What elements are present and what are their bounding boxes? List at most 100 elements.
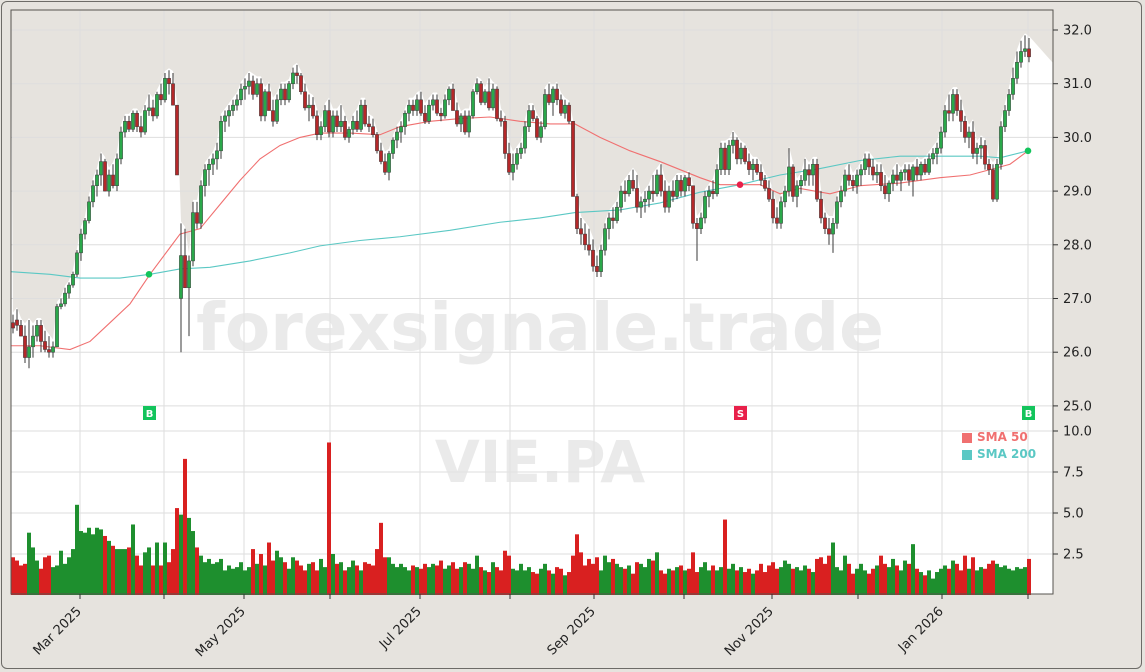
candle: [483, 89, 487, 106]
candle: [1019, 40, 1023, 68]
candle: [515, 148, 519, 170]
volume-bar: [55, 565, 59, 595]
volume-bar: [787, 563, 791, 595]
date-tick-label: Jul 2025: [376, 604, 425, 653]
candle: [967, 126, 971, 149]
volume-bar: [227, 565, 231, 595]
candle: [839, 185, 843, 208]
volume-bar: [51, 567, 55, 595]
candle: [803, 158, 807, 186]
candle: [559, 94, 563, 116]
candle: [1007, 89, 1011, 116]
candle: [43, 330, 47, 353]
candle: [1003, 105, 1007, 133]
volume-bars: [11, 442, 1031, 595]
candle: [655, 169, 659, 197]
volume-bar: [175, 508, 179, 595]
date-tick-label: Nov 2025: [722, 604, 777, 659]
volume-bar: [567, 572, 571, 595]
volume-bar: [307, 563, 311, 595]
volume-bar: [475, 555, 479, 595]
candle: [207, 158, 211, 186]
volume-bar: [159, 565, 163, 595]
volume-bar: [251, 549, 255, 595]
volume-bar: [683, 570, 687, 595]
volume-bar: [607, 562, 611, 595]
candle: [651, 174, 655, 202]
volume-bar: [875, 565, 879, 595]
volume-bar: [819, 557, 823, 595]
volume-bar: [755, 570, 759, 595]
candle: [935, 142, 939, 165]
candle: [667, 185, 671, 213]
volume-bar: [163, 542, 167, 595]
candle: [135, 110, 139, 133]
candle: [687, 172, 691, 192]
candle: [459, 113, 463, 133]
candle: [847, 164, 851, 186]
candle: [19, 319, 23, 337]
volume-bar: [199, 555, 203, 595]
volume-bar: [835, 567, 839, 595]
candle: [723, 142, 727, 175]
sma50-swatch: [962, 432, 972, 443]
price-tick-label: 25.0: [1063, 399, 1092, 414]
volume-bar: [171, 549, 175, 595]
volume-bar: [27, 532, 31, 595]
volume-bar: [663, 573, 667, 595]
candle: [955, 89, 959, 116]
price-candles: [11, 35, 1031, 369]
candle: [319, 121, 323, 141]
volume-bar: [579, 552, 583, 595]
volume-bar: [399, 563, 403, 595]
candle: [239, 83, 243, 106]
volume-bar: [823, 563, 827, 595]
candle: [939, 126, 943, 154]
candle: [67, 282, 71, 299]
candle: [907, 164, 911, 186]
volume-bar: [443, 568, 447, 595]
candle: [843, 169, 847, 197]
volume-bar: [335, 563, 339, 595]
candle: [99, 153, 103, 186]
candle: [71, 271, 75, 288]
candle: [927, 153, 931, 175]
candle: [699, 212, 703, 235]
volume-bar: [495, 567, 499, 595]
candle: [823, 212, 827, 235]
candle: [875, 164, 879, 184]
candle: [419, 91, 423, 116]
volume-bar: [407, 570, 411, 595]
candle: [439, 107, 443, 122]
volume-bar: [431, 563, 435, 595]
volume-bar: [615, 563, 619, 595]
volume-bar: [295, 560, 299, 595]
volume-bar: [815, 558, 819, 595]
volume-bar: [623, 568, 627, 595]
volume-bar: [47, 555, 51, 595]
candle: [707, 185, 711, 208]
price-tick-label: 28.0: [1063, 238, 1092, 253]
volume-bar: [451, 562, 455, 595]
candle: [151, 99, 155, 122]
volume-bar: [695, 572, 699, 595]
volume-bar: [799, 570, 803, 595]
volume-bar: [679, 565, 683, 595]
volume-bar: [439, 560, 443, 595]
volume-bar: [503, 550, 507, 595]
candle: [783, 185, 787, 208]
candle: [247, 72, 251, 95]
candle: [603, 223, 607, 256]
volume-bar: [855, 568, 859, 595]
volume-bar: [271, 560, 275, 595]
candle: [59, 298, 63, 310]
price-tick-label: 32.0: [1063, 24, 1092, 39]
volume-bar: [31, 547, 35, 595]
volume-bar: [863, 570, 867, 595]
volume-bar: [315, 570, 319, 595]
candle: [231, 99, 235, 116]
candle: [79, 228, 83, 261]
volume-bar: [483, 570, 487, 595]
candle: [923, 158, 927, 175]
candle: [535, 115, 539, 141]
